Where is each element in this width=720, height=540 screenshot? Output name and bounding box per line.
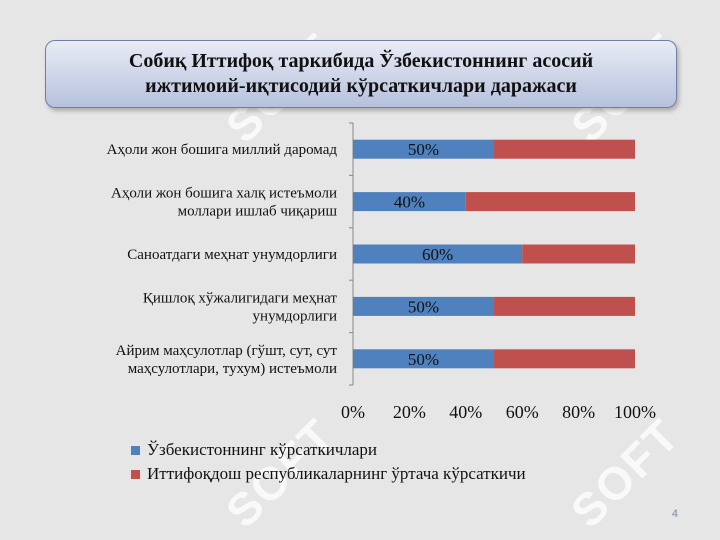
category-label: Аҳоли жон бошига халқ истеъмоли моллари и… xyxy=(111,186,337,220)
category-label: Саноатдаги меҳнат унумдорлиги xyxy=(127,247,337,263)
legend-swatch-uzbekistan xyxy=(131,445,140,455)
chart-legend: Ўзбекистоннинг кўрсаткичлари Иттифоқдош … xyxy=(131,438,526,486)
legend-swatch-union-average xyxy=(131,469,140,479)
bar-data-label: 50% xyxy=(408,350,439,369)
slide-title: Собиқ Иттифоқ таркибида Ўзбекистоннинг а… xyxy=(128,50,594,97)
bar-data-label: 50% xyxy=(408,297,439,316)
x-tick-label: 80% xyxy=(562,402,595,422)
category-label: Айрим маҳсулотлар (гўшт, сут, сут маҳсуло… xyxy=(116,343,338,377)
category-label: Аҳоли жон бошига миллий даромад xyxy=(107,142,338,158)
category-label: Қишлоқ хўжалигидаги меҳнат унумдорлиги xyxy=(143,290,338,324)
bar-union-average xyxy=(465,192,635,212)
legend-label-uzbekistan: Ўзбекистоннинг кўрсаткичлари xyxy=(147,440,378,459)
legend-label-union-average: Иттифоқдош республикаларнинг ўртача кўрс… xyxy=(147,464,526,483)
bar-union-average xyxy=(494,349,635,369)
bar-union-average xyxy=(494,296,635,316)
slide-number: 4 xyxy=(671,508,678,520)
x-tick-label: 40% xyxy=(449,402,482,422)
bar-uzbekistan xyxy=(353,349,494,369)
bar-data-label: 60% xyxy=(422,245,453,264)
x-tick-label: 60% xyxy=(506,402,539,422)
bar-union-average xyxy=(522,244,635,264)
bar-uzbekistan xyxy=(353,192,466,212)
bar-uzbekistan xyxy=(353,296,494,316)
legend-item-uzbekistan: Ўзбекистоннинг кўрсаткичлари xyxy=(131,438,526,462)
x-tick-label: 100% xyxy=(614,402,656,422)
x-tick-label: 20% xyxy=(393,402,426,422)
bar-data-label: 50% xyxy=(408,140,439,159)
bar-uzbekistan xyxy=(353,139,494,159)
legend-item-union-average: Иттифоқдош республикаларнинг ўртача кўрс… xyxy=(131,462,526,486)
x-tick-label: 0% xyxy=(341,402,365,422)
bar-uzbekistan xyxy=(353,244,523,264)
bar-data-label: 40% xyxy=(394,193,425,212)
title-banner: Собиқ Иттифоқ таркибида Ўзбекистоннинг а… xyxy=(45,40,677,108)
bar-union-average xyxy=(494,139,635,159)
